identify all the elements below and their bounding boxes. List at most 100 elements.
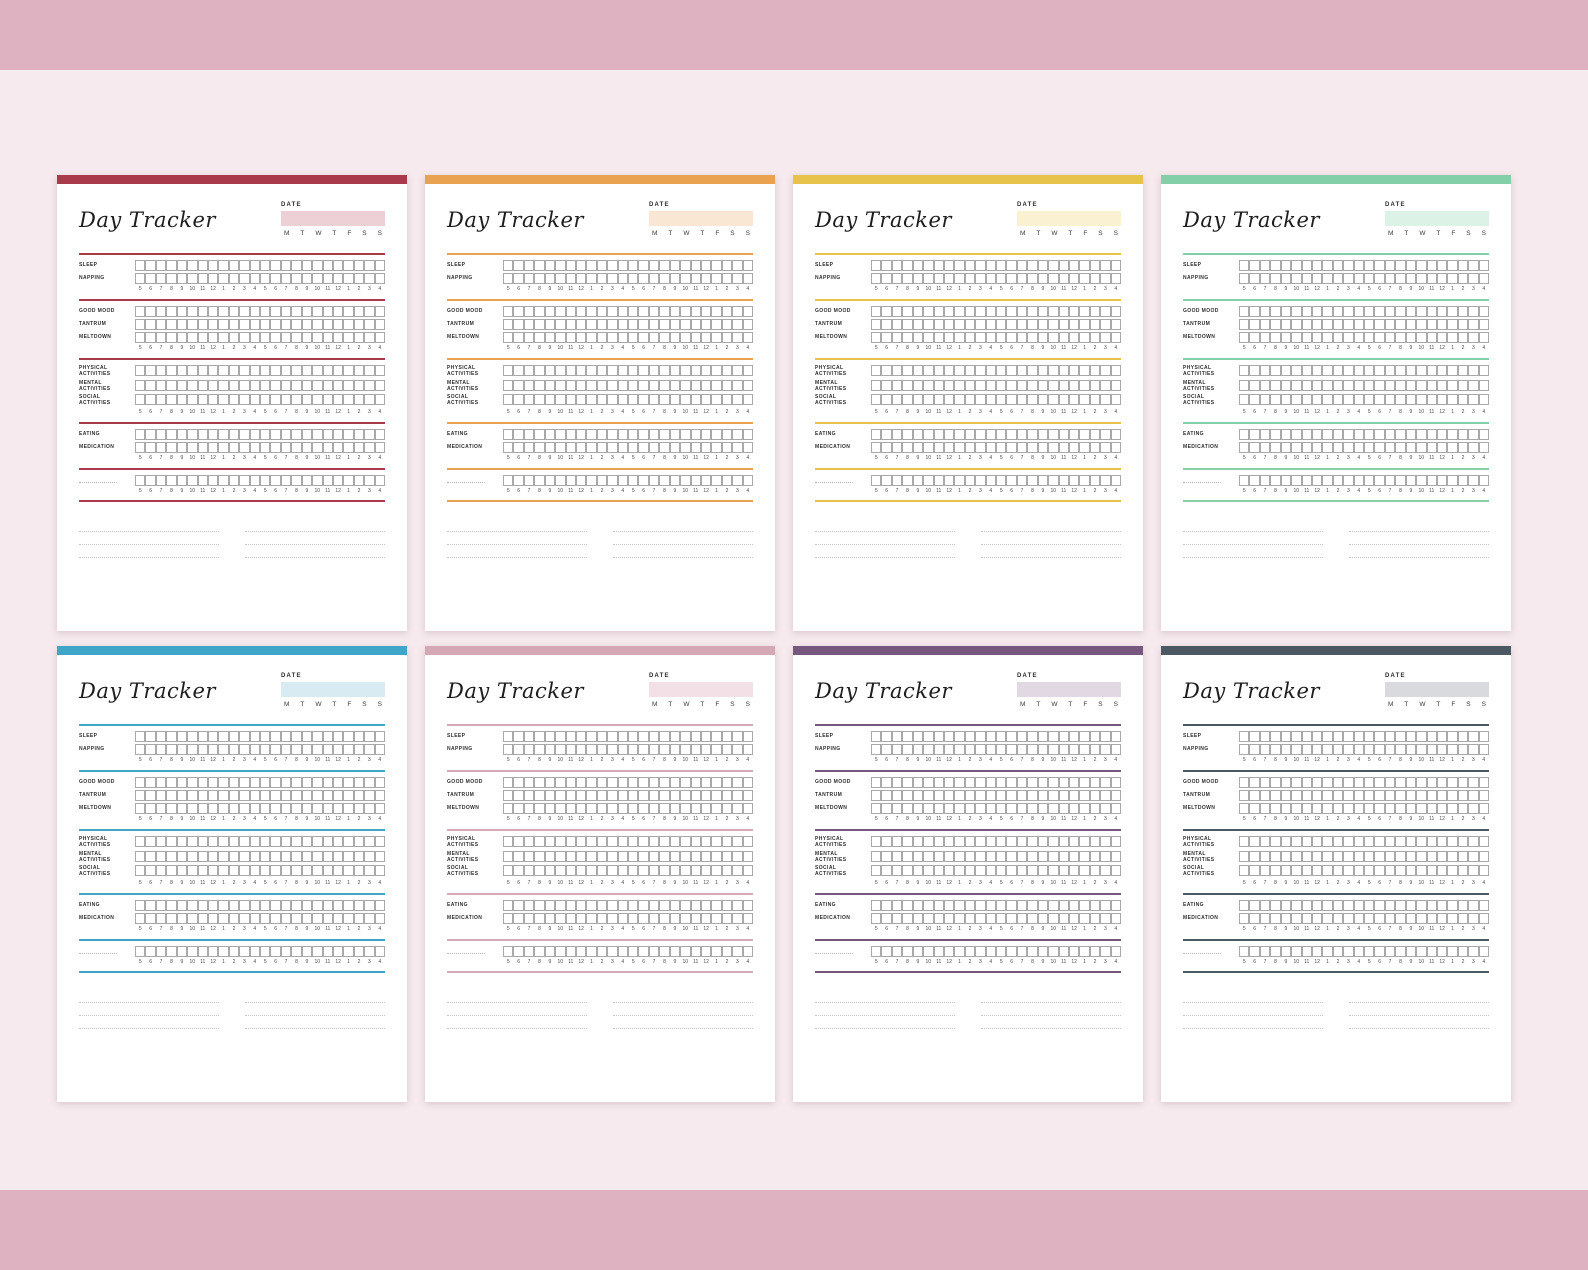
hour-label: 7: [895, 408, 899, 415]
hour-cell: [280, 850, 292, 862]
hour-cell: [1079, 260, 1090, 271]
hour-cell: [187, 306, 198, 317]
hour-cell: [166, 744, 177, 755]
hour-cell: [1016, 836, 1028, 847]
hour-cell: [534, 790, 545, 801]
hour-cell: [207, 803, 219, 814]
hour-label: 2: [357, 958, 361, 965]
hour-cell: [374, 836, 385, 847]
hour-cell: [1239, 744, 1250, 755]
hour-label: 8: [170, 925, 173, 932]
hour-label: 10: [557, 454, 564, 461]
hour-label: 10: [1293, 454, 1300, 461]
date-label: DATE: [649, 202, 670, 208]
hour-cell: [659, 441, 670, 453]
hour-cell: [1457, 365, 1469, 376]
hour-label: 5: [506, 757, 510, 763]
row-label: GOOD MOOD: [815, 779, 851, 786]
hour-label: 7: [1263, 879, 1267, 886]
hour-cell: [1280, 394, 1292, 405]
hour-cell: [1058, 744, 1069, 755]
hour-cell: [933, 731, 944, 742]
hour-cell: [1426, 803, 1437, 814]
hour-cell: [659, 744, 670, 755]
hour-cell: [197, 777, 208, 788]
day-letter: W: [1419, 701, 1426, 708]
hour-cell: [659, 260, 670, 271]
hour-cell: [228, 945, 240, 957]
hour-cell: [239, 441, 250, 453]
hour-cell: [565, 744, 576, 755]
hour-cell: [270, 379, 281, 391]
hour-cell: [1457, 912, 1469, 924]
hour-cell: [1027, 850, 1038, 862]
hour-label: 5: [263, 408, 267, 415]
hours-spacer: [815, 455, 871, 461]
hour-cell: [742, 865, 753, 876]
hour-cell: [923, 803, 934, 814]
hour-cell: [1301, 306, 1312, 317]
hour-labels: 5 6 7 8 9 10 11 12 1 2 3 4 5 6 7 8 9 10 11 12 1 2 3 4: [871, 488, 1121, 494]
hour-cell: [1353, 428, 1364, 440]
hour-cell: [249, 332, 260, 343]
hour-cell: [1364, 394, 1375, 405]
hour-label: 1: [1326, 487, 1329, 494]
hour-cell: [523, 945, 535, 957]
hour-labels: 5 6 7 8 9 10 11 12 1 2 3 4 5 6 7 8 9 10 11 12 1 2 3 4: [135, 959, 385, 965]
hour-cell: [902, 777, 913, 788]
hour-cell: [891, 365, 903, 376]
hour-cell-grid: [1239, 865, 1489, 878]
hour-cell: [1478, 850, 1489, 862]
hour-cell: [1100, 474, 1111, 486]
hour-cell: [711, 365, 722, 376]
note-line: [79, 1003, 219, 1016]
hour-cell: [1436, 836, 1448, 847]
hour-cell: [1291, 790, 1302, 801]
hour-label: 2: [1336, 757, 1340, 763]
hour-cell: [1426, 474, 1437, 486]
hour-cell: [312, 273, 323, 284]
hour-cell: [1416, 945, 1427, 957]
hour-cell: [996, 912, 1007, 924]
hour-label: 5: [874, 757, 878, 763]
note-line: [79, 545, 219, 558]
hour-label: 4: [989, 925, 993, 932]
tracker-row: [815, 474, 1121, 486]
hour-cell: [176, 365, 188, 376]
hour-cell: [1048, 744, 1059, 755]
hour-cell: [638, 912, 649, 924]
hour-cell: [544, 899, 556, 911]
hour-label: 2: [1093, 925, 1097, 932]
hour-cell: [943, 836, 955, 847]
hour-label: 9: [548, 408, 552, 415]
hour-cell: [166, 912, 177, 924]
hour-cell: [1037, 332, 1049, 343]
hour-label: 4: [1482, 958, 1486, 965]
hour-cell: [996, 319, 1007, 330]
hour-cell: [711, 836, 722, 847]
hour-label: 12: [703, 408, 709, 415]
hour-cell: [1291, 306, 1302, 317]
hour-label: 2: [357, 408, 361, 415]
hour-cell: [742, 273, 753, 284]
hour-cell: [1374, 441, 1385, 453]
hour-cell: [1436, 912, 1448, 924]
hour-label: 12: [335, 454, 341, 461]
hour-cell: [648, 731, 660, 742]
notes-column: [1183, 990, 1323, 1029]
hour-cell: [135, 790, 146, 801]
hour-cell: [374, 319, 385, 330]
hour-cell: [1405, 428, 1417, 440]
hour-cell: [1478, 744, 1489, 755]
hour-label: 12: [946, 925, 952, 932]
hour-label: 6: [885, 816, 888, 822]
hour-cell-grid: [503, 273, 753, 284]
hour-cell: [1058, 731, 1069, 742]
hour-cell: [985, 428, 996, 440]
hour-cell: [943, 441, 955, 453]
tracker-sections: SLEEP NAPPING 5 6 7 8 9 10 11 12 1 2 3 4 5 6 7 8 9 10 11 12 1 2…: [815, 717, 1121, 978]
hour-cell: [534, 365, 545, 376]
hour-cell: [239, 790, 250, 801]
